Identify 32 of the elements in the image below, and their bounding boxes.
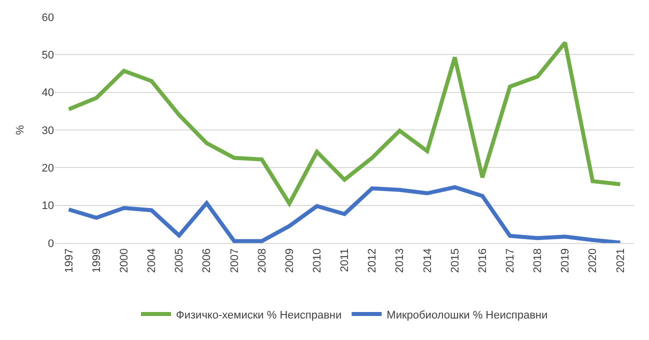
x-tick-label: 2007 <box>228 248 241 273</box>
y-tick-label: 30 <box>42 124 54 137</box>
x-tick-label: 2021 <box>614 248 627 273</box>
y-tick-label: 10 <box>42 200 54 212</box>
y-tick-label: 40 <box>42 87 54 100</box>
legend-label: Физичко-хемиски % Неисправни <box>176 309 342 322</box>
x-tick-label: 2019 <box>560 248 572 273</box>
y-axis-title: % <box>14 124 26 135</box>
x-tick-label: 2016 <box>476 248 489 273</box>
line-series <box>66 185 622 243</box>
y-tick-label: 20 <box>42 162 54 175</box>
x-tick-label: 2006 <box>201 248 214 273</box>
x-tick-label: 2011 <box>339 248 352 272</box>
x-tick-label: 2013 <box>394 248 406 273</box>
y-tick-label: 0 <box>48 238 54 250</box>
x-tick-label: 1997 <box>63 248 76 273</box>
x-tick-label: 2017 <box>504 248 517 273</box>
x-tick-label: 2015 <box>449 248 462 273</box>
x-tick-label: 2009 <box>284 248 296 273</box>
x-tick-label: 2020 <box>587 248 600 273</box>
x-tick-label: 1999 <box>90 248 103 273</box>
legend-label: Микробиолошки % Неисправни <box>386 309 548 322</box>
x-tick-label: 2005 <box>174 248 186 273</box>
y-tick-label: 50 <box>42 50 54 62</box>
x-tick-label: 2008 <box>256 248 268 273</box>
x-tick-label: 2010 <box>312 248 324 273</box>
x-tick-label: 2000 <box>118 248 131 273</box>
y-tick-label: 60 <box>42 12 54 24</box>
x-tick-label: 2018 <box>532 248 544 273</box>
x-tick-label: 2012 <box>366 248 379 273</box>
x-tick-label: 2004 <box>146 248 158 273</box>
x-tick-label: 2014 <box>422 248 434 273</box>
